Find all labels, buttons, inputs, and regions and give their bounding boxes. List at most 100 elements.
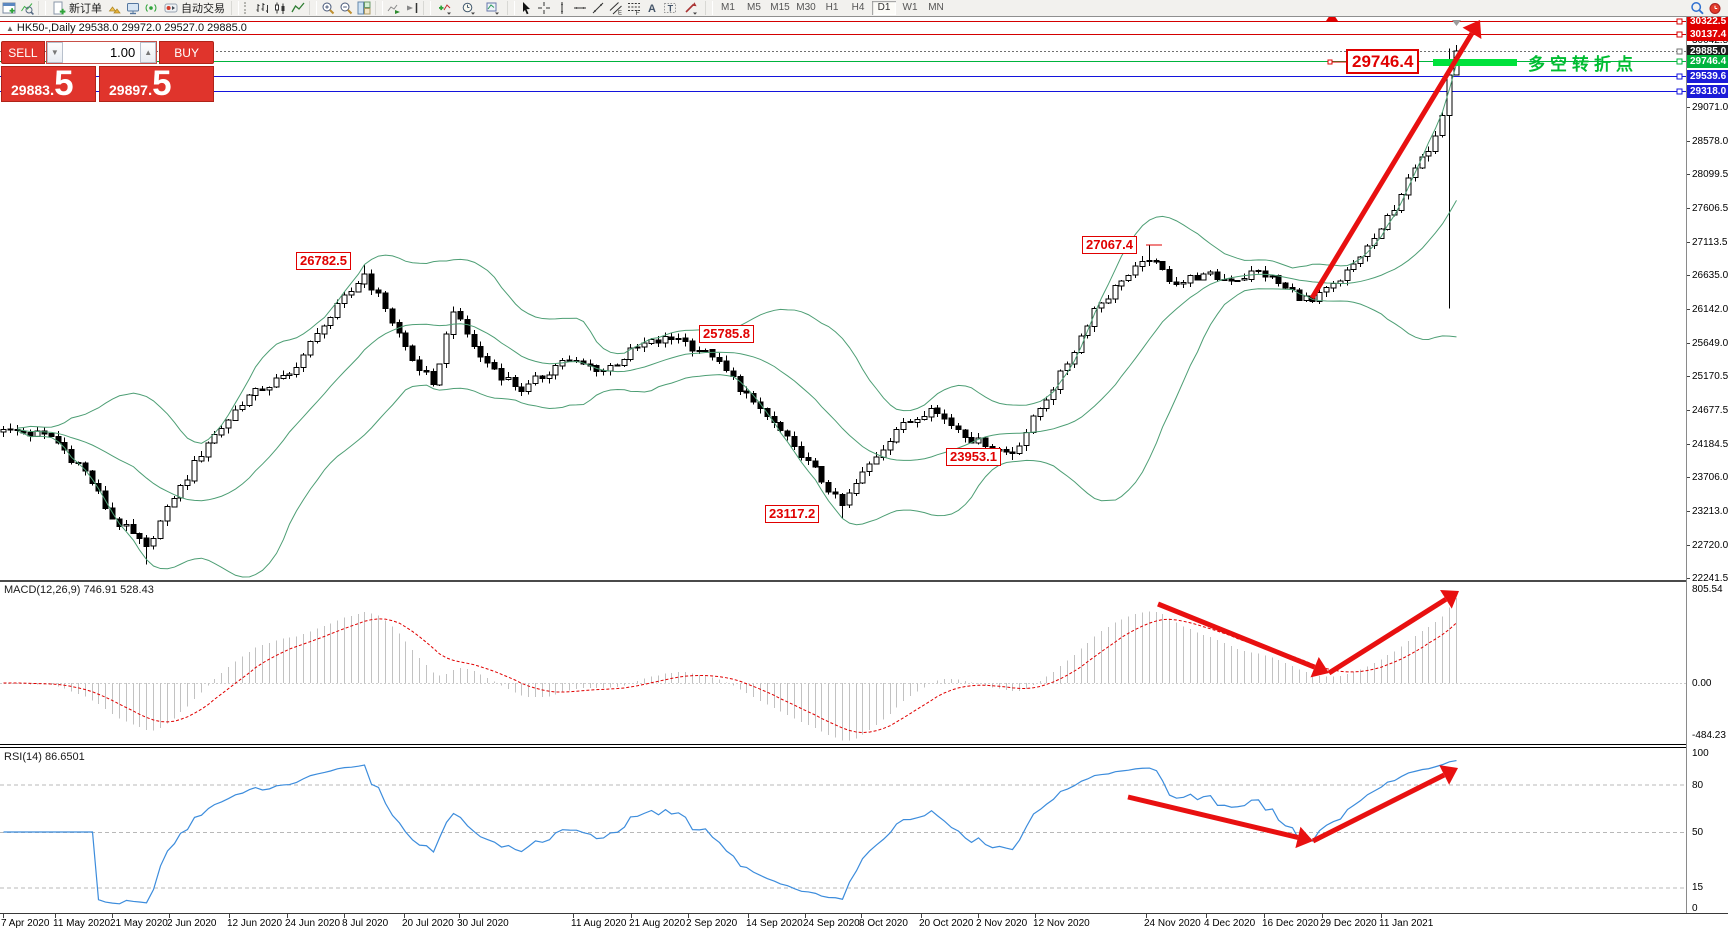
date-label: 2 Nov 2020 — [976, 918, 1028, 929]
text-tool-icon[interactable]: A — [643, 0, 661, 16]
price-tick-label: 26635.0 — [1692, 270, 1728, 281]
tf-button-MN[interactable]: MN — [928, 2, 944, 13]
trendline-tool-icon[interactable] — [589, 0, 607, 16]
date-tick — [1381, 914, 1382, 918]
signals-icon[interactable] — [142, 0, 160, 16]
date-label: 24 Nov 2020 — [1144, 918, 1201, 929]
shapes-menu-icon[interactable] — [679, 0, 703, 16]
autotrading-button[interactable]: 自动交易 — [160, 0, 229, 16]
cursor-tool-icon[interactable] — [517, 0, 535, 16]
line-chart-type-icon[interactable] — [289, 0, 307, 16]
tf-button-M5[interactable]: M5 — [747, 2, 761, 13]
turning-point-text[interactable]: 多空转折点 — [1528, 55, 1638, 74]
date-tick — [921, 914, 922, 918]
date-tick — [631, 914, 632, 918]
date-label: 11 Jan 2021 — [1379, 918, 1434, 929]
notifications-icon[interactable] — [1706, 0, 1724, 16]
price-tick — [1687, 578, 1690, 579]
chart-shift-icon[interactable] — [403, 0, 421, 16]
buy-price-display[interactable]: 29897. 5 — [99, 66, 214, 102]
vertical-line-tool-icon[interactable] — [553, 0, 571, 16]
tf-button-W1[interactable]: W1 — [902, 2, 918, 13]
label-tool-icon[interactable]: T — [661, 0, 679, 16]
channel-tool-icon[interactable]: E — [607, 0, 625, 16]
price-tick — [1687, 545, 1690, 546]
volume-input[interactable]: 1.00 — [109, 45, 136, 60]
date-label: 30 Jul 2020 — [457, 918, 509, 929]
periods-menu-icon[interactable] — [457, 0, 481, 16]
pane-splitter-main-macd[interactable] — [0, 580, 1728, 582]
date-label: 16 Dec 2020 — [1262, 918, 1319, 929]
templates-menu-icon[interactable] — [481, 0, 505, 16]
zoom-in-icon[interactable] — [319, 0, 337, 16]
toolbar-separator — [38, 1, 46, 15]
tf-button-M1[interactable]: M1 — [721, 2, 735, 13]
new-chart-icon[interactable] — [0, 0, 18, 16]
indicators-menu-icon[interactable] — [433, 0, 457, 16]
date-tick — [1035, 914, 1036, 918]
toolbar-separator — [423, 1, 431, 15]
crosshair-tool-icon[interactable] — [535, 0, 553, 16]
toolbar-grip[interactable] — [244, 2, 250, 14]
tf-button-D1[interactable]: D1 — [872, 1, 896, 15]
date-label: 4 Dec 2020 — [1204, 918, 1256, 929]
tile-windows-icon[interactable] — [355, 0, 373, 16]
candlestick-chart-type-icon[interactable] — [271, 0, 289, 16]
price-tick — [1687, 410, 1690, 411]
date-tick — [573, 914, 574, 918]
turning-point-price-label[interactable]: 29746.4 — [1346, 49, 1420, 74]
date-tick — [978, 914, 979, 918]
price-tick — [1687, 141, 1690, 142]
tf-button-M15[interactable]: M15 — [770, 2, 790, 13]
search-icon[interactable] — [1688, 0, 1706, 16]
price-tag-29885.0: 29885.0 — [1687, 45, 1728, 58]
date-tick — [1264, 914, 1265, 918]
svg-text:A: A — [648, 3, 656, 15]
tf-button-H4[interactable]: H4 — [851, 2, 865, 13]
toolbar-separator — [231, 1, 239, 15]
price-tick — [1687, 343, 1690, 344]
price-tick-label: 26142.0 — [1692, 304, 1728, 315]
metaeditor-icon[interactable] — [106, 0, 124, 16]
tf-button-H1[interactable]: H1 — [825, 2, 839, 13]
tf-button-M30[interactable]: M30 — [796, 2, 816, 13]
auto-scroll-icon[interactable] — [385, 0, 403, 16]
volume-decrease-button[interactable]: ▼ — [46, 42, 63, 63]
horizontal-line-tool-icon[interactable] — [571, 0, 589, 16]
price-tick — [1687, 511, 1690, 512]
one-click-trading-panel: SELL ▼ 1.00 ▲ BUY 29883. 5 29897. 5 — [1, 41, 214, 102]
price-annotation-label[interactable]: 27067.4 — [1082, 236, 1137, 254]
new-order-label: 新订单 — [69, 3, 102, 15]
sell-button[interactable]: SELL — [1, 41, 45, 64]
buy-button[interactable]: BUY — [159, 41, 214, 64]
price-annotation-label[interactable]: 23117.2 — [765, 505, 820, 523]
sell-price-display[interactable]: 29883. 5 — [1, 66, 96, 102]
price-tag-29539.6: 29539.6 — [1687, 70, 1728, 83]
date-label: 24 Jun 2020 — [285, 918, 341, 929]
new-order-button[interactable]: 新订单 — [48, 0, 106, 16]
price-tag-29746.4: 29746.4 — [1687, 55, 1728, 68]
price-annotation-label[interactable]: 23953.1 — [946, 448, 1001, 466]
date-tick — [861, 914, 862, 918]
chart-profiles-icon[interactable] — [18, 0, 36, 16]
price-tick — [1687, 208, 1690, 209]
date-label: 24 Sep 2020 — [803, 918, 860, 929]
time-axis[interactable]: 7 Apr 2020 11 May 2020 21 May 2020 2 Jun 20… — [0, 914, 1728, 939]
date-label: 11 Aug 2020 — [571, 918, 627, 929]
pane-splitter-macd-rsi[interactable] — [0, 744, 1728, 748]
price-tick — [1687, 107, 1690, 108]
volume-increase-button[interactable]: ▲ — [140, 42, 157, 63]
date-label: 2 Jun 2020 — [167, 918, 217, 929]
date-tick — [748, 914, 749, 918]
price-axis[interactable]: 30042.529071.028578.028099.527606.527113… — [1686, 15, 1728, 914]
price-annotation-label[interactable]: 26782.5 — [296, 252, 351, 270]
date-tick — [1206, 914, 1207, 918]
rsi-tick-label: 50 — [1692, 827, 1704, 838]
zoom-out-icon[interactable] — [337, 0, 355, 16]
bar-chart-type-icon[interactable] — [253, 0, 271, 16]
fibonacci-tool-icon[interactable]: F — [625, 0, 643, 16]
rsi-indicator-label: RSI(14) 86.6501 — [4, 751, 85, 763]
price-annotation-label[interactable]: 25785.8 — [699, 325, 754, 343]
terminal-icon[interactable] — [124, 0, 142, 16]
